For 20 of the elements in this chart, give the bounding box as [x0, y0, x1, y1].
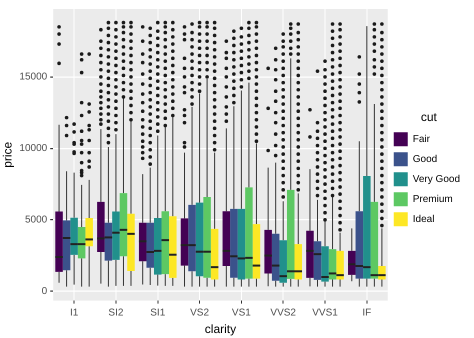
y-tick-label: 0	[42, 286, 48, 298]
legend-label: Premium	[412, 194, 453, 205]
x-axis-title: clarity	[204, 322, 236, 336]
y-tick-label: 15000	[19, 72, 48, 83]
x-tick-label: IF	[362, 307, 372, 318]
x-tick-label: SI2	[108, 307, 124, 318]
legend-label: Fair	[412, 134, 431, 145]
y-tick-label: 10000	[19, 143, 48, 154]
y-tick-label: 5000	[24, 214, 48, 226]
y-axis-title: price	[0, 141, 15, 168]
legend-label: Good	[412, 154, 438, 165]
x-tick-label: VVS2	[270, 307, 296, 318]
x-tick-label: VS1	[232, 307, 252, 318]
legend-label: Ideal	[412, 214, 434, 225]
x-tick-label: SI1	[150, 307, 166, 318]
legend-title: cut	[420, 110, 438, 124]
x-tick-label: VS2	[190, 307, 210, 318]
x-tick-label: I1	[70, 307, 79, 318]
x-tick-label: VVS1	[312, 307, 338, 318]
legend-label: Very Good	[412, 174, 460, 185]
